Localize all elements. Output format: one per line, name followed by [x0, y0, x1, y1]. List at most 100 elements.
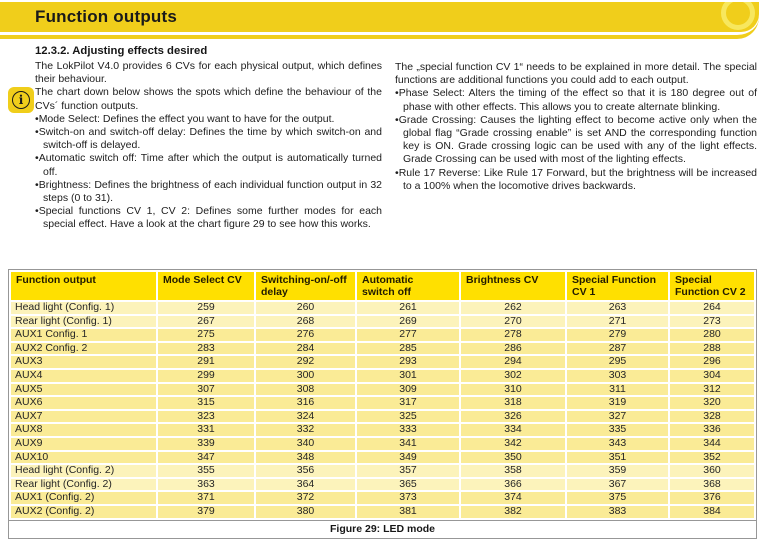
cv-value-cell: 275	[158, 329, 254, 341]
cv-value-cell: 348	[256, 451, 355, 464]
cv-value-cell: 323	[158, 410, 254, 423]
cv-value-cell: 311	[567, 383, 668, 396]
cv-value-cell: 342	[461, 437, 565, 450]
row-label-cell: AUX5	[11, 383, 156, 396]
bullet-item: Rule 17 Reverse: Like Rule 17 Forward, b…	[395, 167, 757, 193]
cv-value-cell: 372	[256, 492, 355, 504]
right-column: The „special function CV 1“ needs to be …	[395, 45, 757, 262]
table-row: Head light (Config. 1) 259 260 261 262 263 264	[11, 302, 754, 314]
cv-value-cell: 359	[567, 465, 668, 477]
cv-value-cell: 293	[357, 356, 459, 368]
cv-value-cell: 317	[357, 397, 459, 409]
info-icon: i	[8, 87, 34, 113]
cv-value-cell: 339	[158, 437, 254, 450]
column-header: Automatic switch off	[357, 272, 459, 300]
page-header: Function outputs	[0, 2, 759, 39]
row-label-cell: Rear light (Config. 1)	[11, 315, 156, 328]
cv-value-cell: 273	[670, 315, 754, 328]
cv-value-cell: 327	[567, 410, 668, 423]
paragraph: The LokPilot V4.0 provides 6 CVs for eac…	[35, 60, 382, 86]
cv-value-cell: 283	[158, 342, 254, 355]
column-header: Mode Select CV	[158, 272, 254, 300]
cv-value-cell: 270	[461, 315, 565, 328]
table-row: AUX2 Config. 2 283 284 285 286 287 288	[11, 342, 754, 355]
table-row: AUX1 Config. 1 275 276 277 278 279 280	[11, 329, 754, 341]
cv-value-cell: 341	[357, 437, 459, 450]
cv-value-cell: 300	[256, 369, 355, 382]
cv-value-cell: 379	[158, 505, 254, 518]
row-label-cell: AUX4	[11, 369, 156, 382]
row-label-cell: AUX7	[11, 410, 156, 423]
cv-value-cell: 383	[567, 505, 668, 518]
cv-value-cell: 320	[670, 397, 754, 409]
cv-value-cell: 381	[357, 505, 459, 518]
bullet-item: Brightness: Defines the brightness of ea…	[35, 179, 382, 205]
bullet-item: Special functions CV 1, CV 2: Defines so…	[35, 205, 382, 231]
table-row: AUX8 331 332 333 334 335 336	[11, 424, 754, 436]
cv-value-cell: 312	[670, 383, 754, 396]
cv-value-cell: 295	[567, 356, 668, 368]
row-label-cell: AUX8	[11, 424, 156, 436]
cv-value-cell: 299	[158, 369, 254, 382]
cv-value-cell: 261	[357, 302, 459, 314]
cv-value-cell: 371	[158, 492, 254, 504]
cv-value-cell: 382	[461, 505, 565, 518]
cv-value-cell: 268	[256, 315, 355, 328]
cv-value-cell: 259	[158, 302, 254, 314]
right-bullet-list: Phase Select: Alters the timing of the e…	[395, 87, 757, 193]
cv-value-cell: 352	[670, 451, 754, 464]
table-row: Rear light (Config. 2) 363 364 365 366 367 368	[11, 478, 754, 491]
page-header-band: Function outputs	[0, 2, 759, 32]
table-row: AUX1 (Config. 2) 371 372 373 374 375 376	[11, 492, 754, 504]
cv-value-cell: 279	[567, 329, 668, 341]
cv-value-cell: 267	[158, 315, 254, 328]
row-label-cell: AUX9	[11, 437, 156, 450]
row-label-cell: AUX2 (Config. 2)	[11, 505, 156, 518]
column-header: Brightness CV	[461, 272, 565, 300]
cv-value-cell: 336	[670, 424, 754, 436]
row-label-cell: AUX2 Config. 2	[11, 342, 156, 355]
cv-value-cell: 332	[256, 424, 355, 436]
figure-caption: Figure 29: LED mode	[9, 519, 756, 538]
left-bullet-list: Mode Select: Defines the effect you want…	[35, 113, 382, 232]
cv-value-cell: 380	[256, 505, 355, 518]
header-ring-decoration	[721, 2, 755, 30]
cv-value-cell: 344	[670, 437, 754, 450]
cv-value-cell: 288	[670, 342, 754, 355]
row-label-cell: AUX10	[11, 451, 156, 464]
row-label-cell: Head light (Config. 2)	[11, 465, 156, 477]
row-label-cell: AUX1 Config. 1	[11, 329, 156, 341]
cv-value-cell: 263	[567, 302, 668, 314]
table-body: Head light (Config. 1) 259 260 261 262 263 264…	[11, 302, 754, 518]
cv-value-cell: 296	[670, 356, 754, 368]
column-header: Special Function CV 1	[567, 272, 668, 300]
row-label-cell: AUX1 (Config. 2)	[11, 492, 156, 504]
row-label-cell: AUX3	[11, 356, 156, 368]
cv-value-cell: 307	[158, 383, 254, 396]
cv-value-cell: 325	[357, 410, 459, 423]
cv-value-cell: 277	[357, 329, 459, 341]
table-row: Rear light (Config. 1) 267 268 269 270 271 273	[11, 315, 754, 328]
cv-value-cell: 280	[670, 329, 754, 341]
cv-value-cell: 276	[256, 329, 355, 341]
info-icon-circle: i	[12, 91, 30, 109]
info-icon-glyph: i	[18, 92, 24, 107]
cv-value-cell: 384	[670, 505, 754, 518]
cv-value-cell: 349	[357, 451, 459, 464]
cv-value-cell: 358	[461, 465, 565, 477]
cv-value-cell: 271	[567, 315, 668, 328]
cv-value-cell: 356	[256, 465, 355, 477]
bullet-item: Automatic switch off: Time after which t…	[35, 152, 382, 178]
cv-value-cell: 375	[567, 492, 668, 504]
cv-value-cell: 373	[357, 492, 459, 504]
cv-value-cell: 260	[256, 302, 355, 314]
bullet-item: Switch-on and switch-off delay: Defines …	[35, 126, 382, 152]
cv-value-cell: 324	[256, 410, 355, 423]
cv-value-cell: 343	[567, 437, 668, 450]
cv-value-cell: 364	[256, 478, 355, 491]
cv-value-cell: 331	[158, 424, 254, 436]
column-header: Function output	[11, 272, 156, 300]
body-columns: i 12.3.2. Adjusting effects desired The …	[0, 39, 765, 262]
cv-table: Function output Mode Select CV Switching-o…	[9, 270, 756, 520]
cv-value-cell: 308	[256, 383, 355, 396]
